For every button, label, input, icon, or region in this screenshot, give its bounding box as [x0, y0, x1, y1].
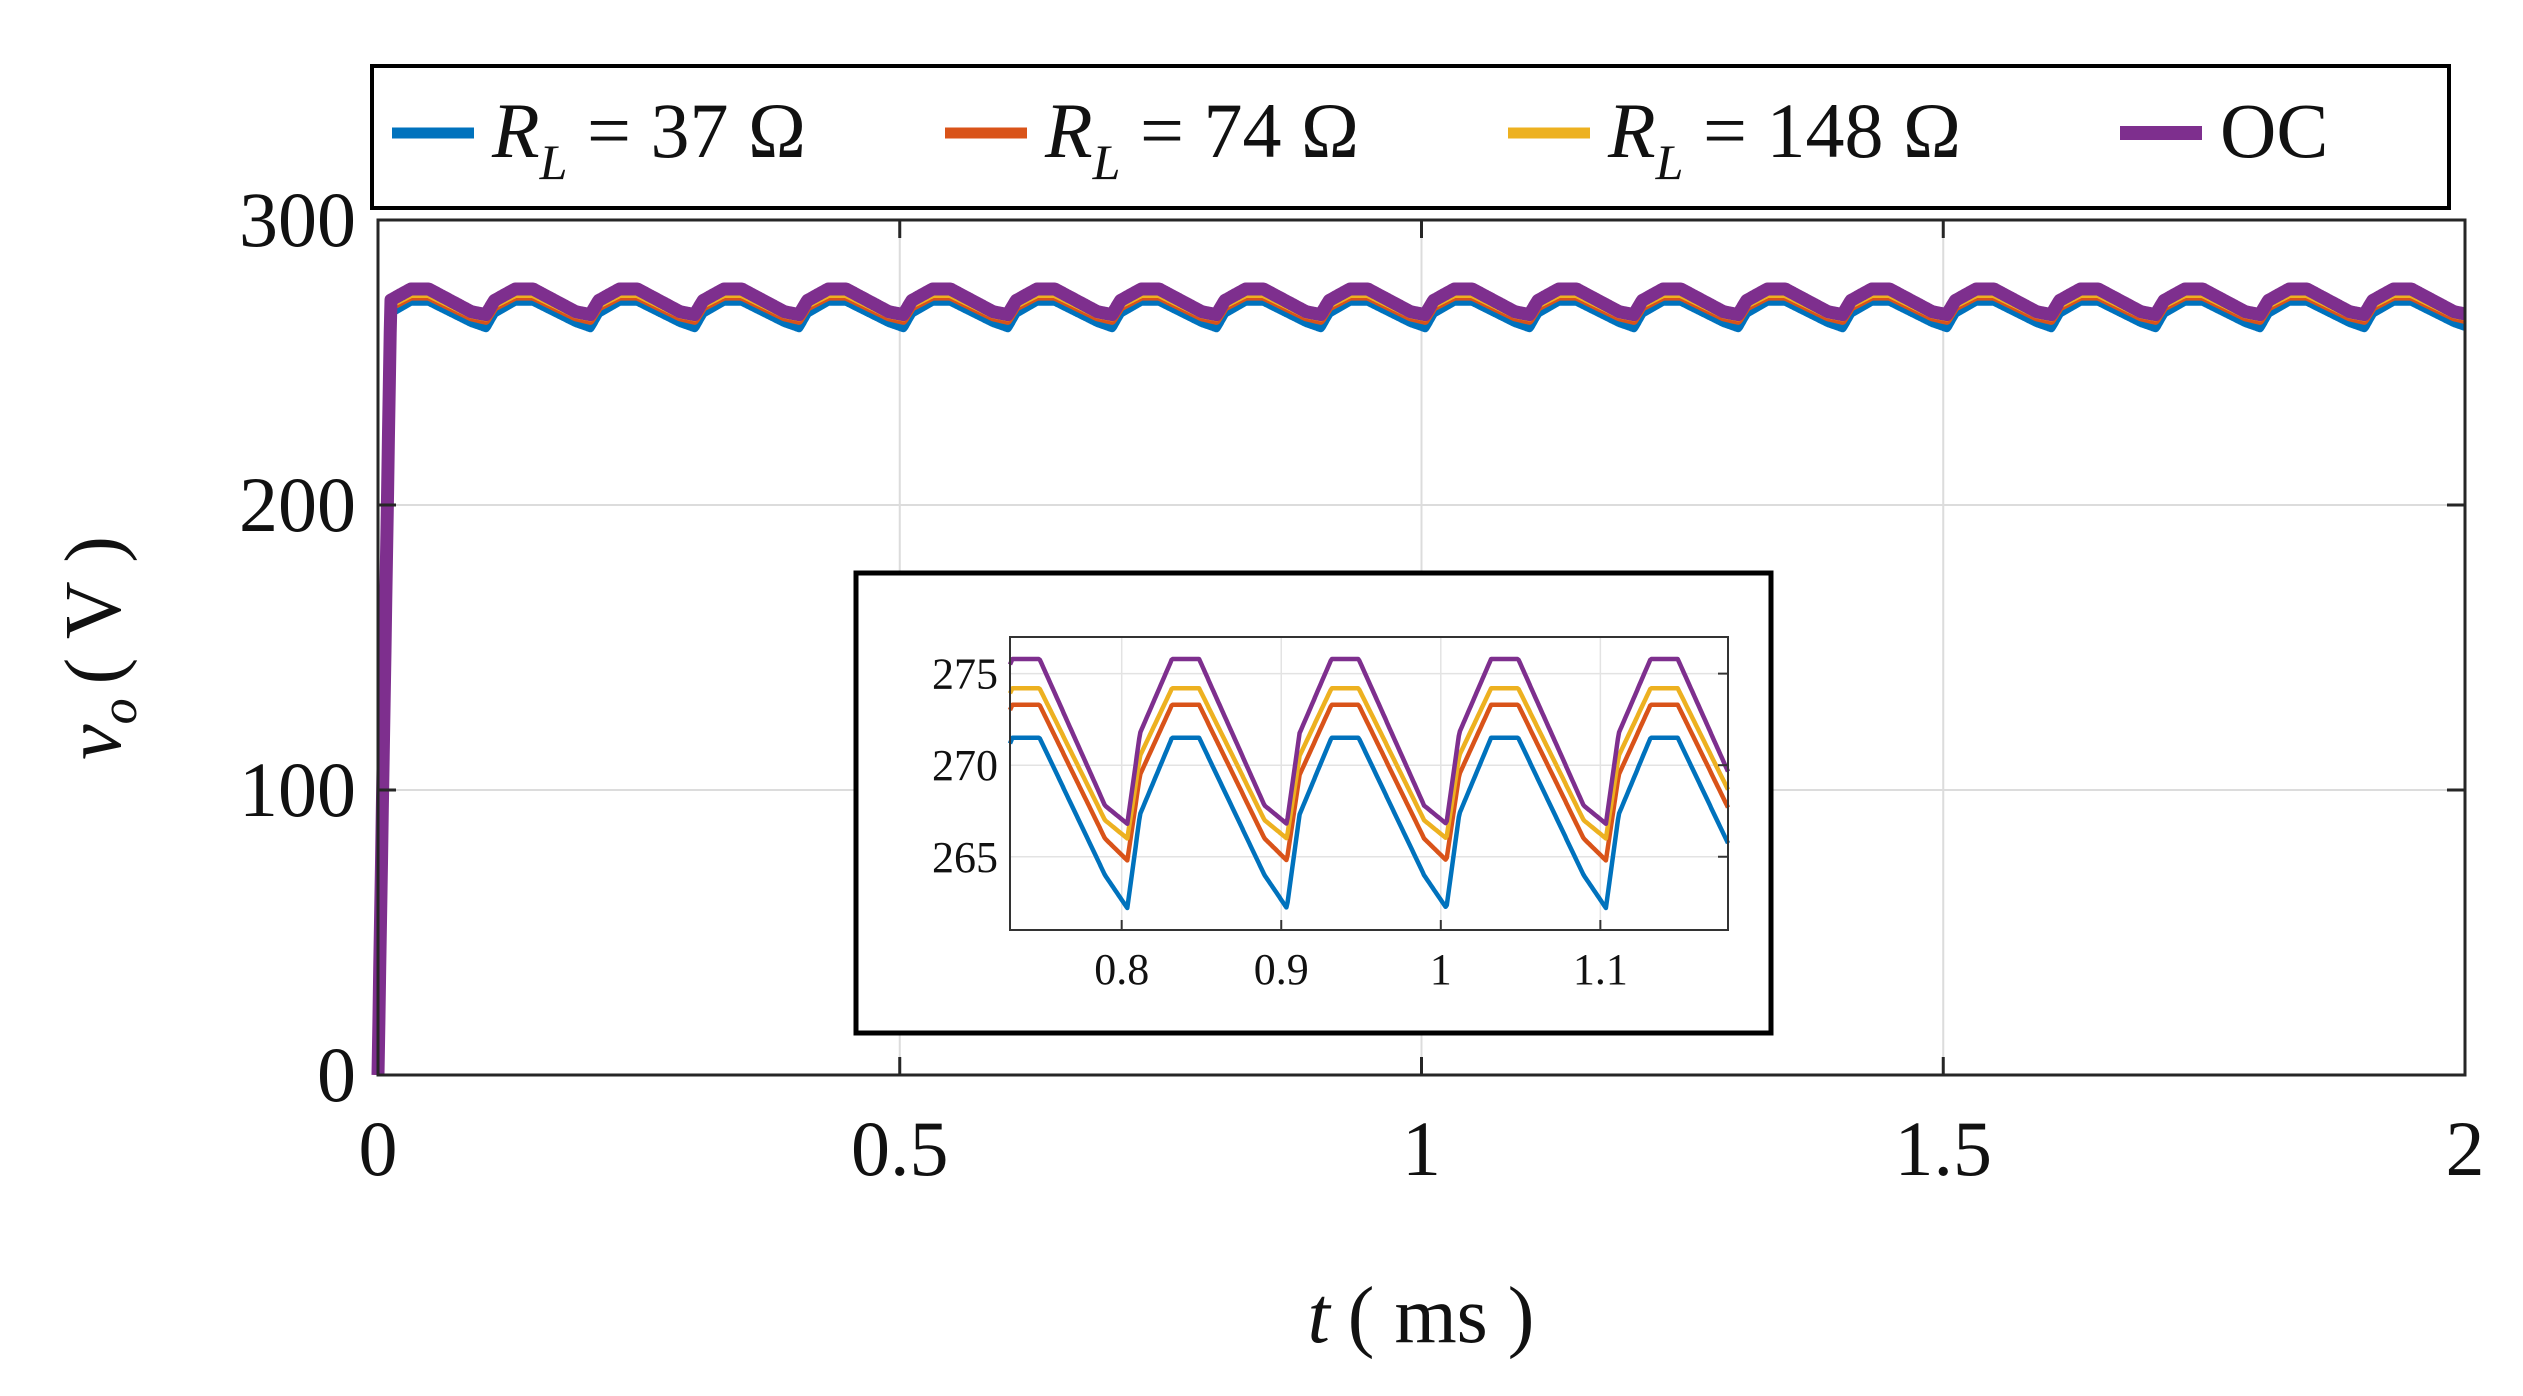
legend-label-1: RL = 37 Ω	[491, 87, 806, 190]
inset-series-line-3	[1007, 686, 1731, 841]
legend: RL = 37 Ω RL = 74 Ω RL = 148 Ω OC	[392, 87, 2328, 190]
inset-series	[1007, 656, 1731, 911]
inset-x-ticks: 0.8 0.9 1 1.1	[1094, 920, 1628, 994]
main-y-ticks: 0 100 200 300	[239, 176, 2465, 1118]
inset-plot-frame	[1009, 636, 1729, 931]
legend-box	[370, 64, 2451, 210]
main-x-ticks: 0 0.5 1 1.5 2	[359, 220, 2485, 1192]
inset-y-tick-label: 270	[932, 741, 998, 790]
inset-series-line-1	[1007, 735, 1731, 911]
legend-label-2: RL = 74 Ω	[1044, 87, 1359, 190]
inset-x-tick-label: 1	[1430, 945, 1452, 994]
x-axis-label: t( ms )	[1308, 1272, 1535, 1360]
main-x-tick-label: 1.5	[1895, 1105, 1993, 1192]
main-series	[371, 282, 2471, 1076]
main-series-line-4	[371, 282, 2471, 1076]
main-x-tick-label: 2	[2446, 1105, 2485, 1192]
main-x-tick-label: 0.5	[851, 1105, 949, 1192]
main-y-tick-label: 100	[239, 746, 356, 833]
inset-series-line-2	[1007, 702, 1731, 863]
y-axis-label-unit: ( V )	[50, 536, 138, 684]
y-axis-label-var: v	[50, 724, 138, 760]
inset-y-tick-label: 275	[932, 650, 998, 699]
main-series-line-1	[373, 296, 2469, 1076]
main-y-tick-label: 200	[239, 461, 356, 548]
x-axis-label-unit: ( ms )	[1348, 1272, 1535, 1360]
y-axis-label: vo ( V )	[50, 536, 148, 760]
legend-label-4: OC	[2220, 87, 2328, 174]
inset-y-tick-label: 265	[932, 833, 998, 882]
main-x-tick-label: 1	[1402, 1105, 1441, 1192]
main-y-tick-label: 0	[317, 1031, 356, 1118]
legend-label-3: RL = 148 Ω	[1607, 87, 1961, 190]
inset-x-tick-label: 1.1	[1573, 945, 1628, 994]
main-x-tick-label: 0	[359, 1105, 398, 1192]
y-axis-label-sub: o	[91, 698, 148, 724]
main-y-tick-label: 300	[239, 176, 356, 263]
inset-series-line-4	[1007, 656, 1731, 827]
inset-x-tick-label: 0.9	[1254, 945, 1309, 994]
inset-y-ticks: 265 270 275	[932, 650, 1728, 882]
x-axis-label-var: t	[1308, 1272, 1332, 1360]
inset-x-tick-label: 0.8	[1094, 945, 1149, 994]
